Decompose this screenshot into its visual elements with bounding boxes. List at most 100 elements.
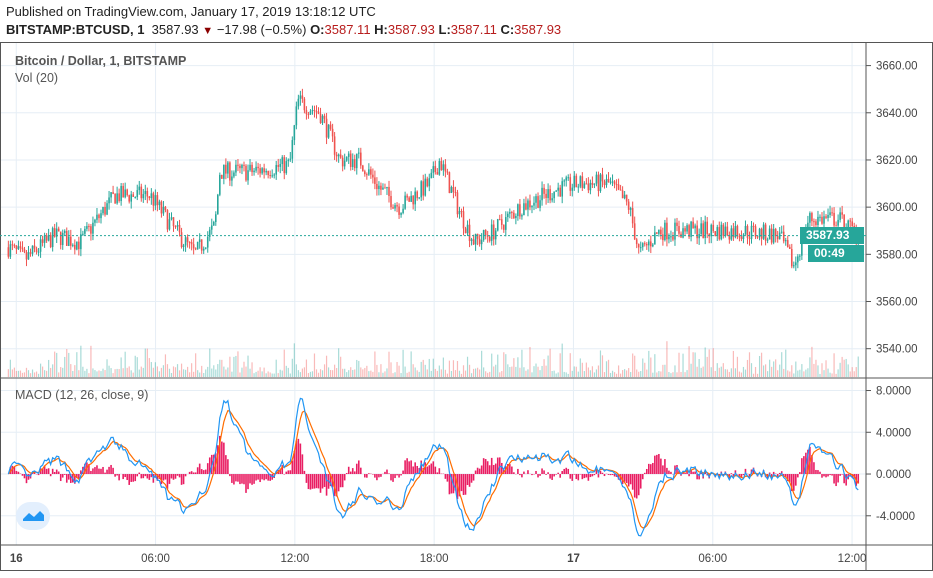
volume-bar <box>251 362 253 377</box>
volume-bar <box>855 367 857 377</box>
volume-bar <box>108 365 110 377</box>
volume-bar <box>241 367 243 377</box>
candle-body <box>90 226 92 234</box>
macd-histogram-bar <box>519 474 521 476</box>
candle-body <box>639 247 642 249</box>
candle-body <box>670 236 672 238</box>
candle-body <box>67 236 70 246</box>
high-label: H: <box>374 22 388 37</box>
candle-body <box>563 180 566 182</box>
volume-bar <box>253 373 255 377</box>
volume-bar <box>744 369 747 377</box>
volume-bar <box>150 362 152 377</box>
countdown-label: 00:49 <box>808 245 864 262</box>
price-tick-label: 3640.00 <box>876 108 918 120</box>
candle-body <box>43 235 46 243</box>
volume-bar <box>9 359 11 377</box>
volume-bar <box>754 366 757 377</box>
candle-body <box>47 235 50 241</box>
volume-bar <box>350 367 352 377</box>
volume-bar <box>825 360 827 377</box>
volume-bar <box>837 369 839 377</box>
volume-bar <box>295 364 297 377</box>
macd-histogram-bar <box>643 472 646 475</box>
macd-histogram-bar <box>156 474 159 481</box>
macd-histogram-bar <box>537 474 539 478</box>
volume-bar <box>626 370 628 377</box>
volume-bar <box>666 341 668 377</box>
volume-bar <box>249 368 251 377</box>
volume-bar <box>386 368 388 377</box>
candle-body <box>158 201 161 206</box>
macd-line <box>7 397 859 537</box>
volume-bar <box>692 352 694 377</box>
macd-histogram-bar <box>247 474 249 490</box>
macd-histogram-bar <box>329 474 332 487</box>
price-tick-label: 3660.00 <box>876 61 918 73</box>
candle-body <box>138 186 141 191</box>
volume-bar <box>714 370 716 377</box>
macd-histogram-bar <box>545 474 547 475</box>
macd-histogram-bar <box>132 474 135 482</box>
candle-body <box>722 224 725 236</box>
volume-bar <box>94 370 96 377</box>
candle-body <box>269 175 271 177</box>
candle-body <box>559 187 561 197</box>
candle-body <box>839 212 841 220</box>
candle-body <box>476 233 479 239</box>
macd-histogram-bar <box>432 461 435 475</box>
macd-histogram-bar <box>664 459 666 475</box>
candle-body <box>351 159 354 167</box>
macd-histogram-bar <box>243 474 245 485</box>
macd-histogram-bar <box>196 467 199 475</box>
candle-body <box>762 224 765 239</box>
macd-histogram-bar <box>229 474 231 477</box>
candle-body <box>204 247 207 249</box>
volume-bar <box>777 370 779 377</box>
macd-histogram-bar <box>559 474 561 478</box>
volume-bar <box>360 367 362 377</box>
candle-body <box>386 186 388 189</box>
candle-body <box>92 222 94 234</box>
candle-body <box>170 217 173 220</box>
candle-body <box>748 237 751 239</box>
candle-body <box>146 191 149 197</box>
volume-bar <box>400 373 402 377</box>
volume-bar <box>374 351 376 377</box>
candle-body <box>166 210 169 230</box>
candle-body <box>408 197 410 202</box>
candle-body <box>108 197 110 204</box>
volume-bar <box>821 363 823 377</box>
macd-histogram-bar <box>458 474 461 497</box>
candle-body <box>317 111 320 114</box>
volume-bar <box>126 367 128 377</box>
candle-body <box>337 154 340 157</box>
candle-body <box>853 225 856 228</box>
candle-body <box>545 193 547 198</box>
volume-bar <box>346 372 348 377</box>
volume-bar <box>464 370 467 377</box>
candle-body <box>422 181 425 196</box>
macd-histogram-bar <box>823 474 825 477</box>
candle-body <box>206 236 209 248</box>
macd-tick-label: 4.0000 <box>876 427 911 439</box>
macd-histogram-bar <box>541 468 543 475</box>
candles <box>7 88 860 271</box>
candle-body <box>740 236 743 239</box>
volume-bar <box>82 366 84 377</box>
volume-bar <box>434 368 436 377</box>
volume-bar <box>217 364 219 377</box>
volume-bar <box>130 370 132 377</box>
macd-histogram-bar <box>793 474 795 491</box>
symbol-line: BITSTAMP:BTCUSD, 1 3587.93 ▼ −17.98 (−0.… <box>6 22 561 37</box>
candle-body <box>106 203 108 215</box>
volume-bar <box>728 371 730 377</box>
volume-bar <box>70 364 72 377</box>
volume-bar <box>436 370 438 377</box>
macd-histogram-bar <box>142 474 145 479</box>
candle-body <box>305 110 308 115</box>
tradingview-logo-icon[interactable] <box>16 502 50 530</box>
macd-histogram-bar <box>492 464 495 475</box>
volume-bar <box>609 372 612 377</box>
